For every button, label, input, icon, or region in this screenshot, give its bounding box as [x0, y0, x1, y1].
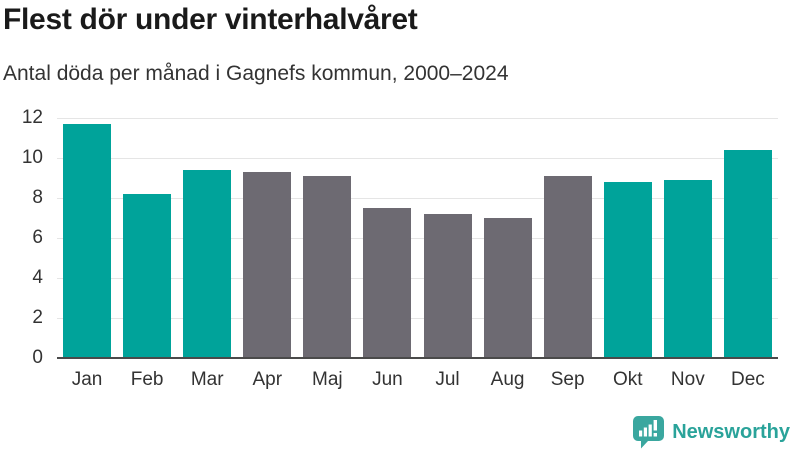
- bar-slot-apr: Apr: [237, 118, 297, 390]
- x-tick-label-okt: Okt: [612, 369, 643, 390]
- gridline-2: [57, 318, 778, 319]
- brand-name: Newsworthy: [672, 420, 790, 443]
- newsworthy-logo-icon: [633, 416, 665, 449]
- bar-slot-mar: Mar: [177, 118, 237, 390]
- x-tick-label-jul: Jul: [435, 369, 460, 390]
- gridline-6: [57, 238, 778, 239]
- x-tick-label-sep: Sep: [550, 369, 585, 390]
- gridline-12: [57, 118, 778, 119]
- bar-slot-maj: Maj: [297, 118, 357, 390]
- x-tick-label-dec: Dec: [731, 369, 765, 390]
- bar-jun: [363, 208, 412, 358]
- x-tick-label-mar: Mar: [190, 369, 224, 390]
- y-tick-label-4: 4: [32, 267, 43, 288]
- y-tick-label-2: 2: [32, 307, 43, 328]
- y-tick-label-8: 8: [32, 187, 43, 208]
- bar-slot-nov: Nov: [658, 118, 718, 390]
- bar-slot-okt: Okt: [598, 118, 658, 390]
- bar-sep: [543, 176, 592, 358]
- bar-slot-aug: Aug: [478, 118, 538, 390]
- bar-dec: [723, 150, 772, 358]
- bar-slot-jan: Jan: [57, 118, 117, 390]
- x-tick-label-jan: Jan: [71, 369, 103, 390]
- bar-jul: [423, 214, 472, 358]
- bar-mar: [183, 170, 232, 358]
- bar-nov: [663, 180, 712, 358]
- chart-subtitle: Antal döda per månad i Gagnefs kommun, 2…: [3, 62, 509, 85]
- plot-area: Jan Feb Mar Apr Maj Jun Jul Aug Sep Okt Nov Dec 0 2 4…: [22, 107, 778, 390]
- x-tick-label-nov: Nov: [670, 369, 705, 390]
- bar-aug: [483, 218, 532, 358]
- y-tick-label-6: 6: [32, 227, 43, 248]
- gridline-4: [57, 278, 778, 279]
- bar-maj: [303, 176, 352, 358]
- bar-slot-jul: Jul: [417, 118, 477, 390]
- brand-logo: Newsworthy: [631, 415, 790, 449]
- bar-slot-jun: Jun: [357, 118, 417, 390]
- gridline-10: [57, 158, 778, 159]
- bar-group: Jan Feb Mar Apr Maj Jun Jul Aug Sep Okt Nov Dec: [57, 118, 778, 390]
- y-tick-label-10: 10: [21, 147, 43, 168]
- bar-feb: [123, 194, 172, 358]
- bar-okt: [603, 182, 652, 358]
- chart-title: Flest dör under vinterhalvåret: [3, 3, 418, 36]
- x-tick-label-maj: Maj: [312, 369, 343, 390]
- x-axis-line: [57, 357, 778, 359]
- x-tick-label-feb: Feb: [130, 369, 164, 390]
- y-tick-label-0: 0: [32, 347, 43, 368]
- gridline-8: [57, 198, 778, 199]
- x-tick-label-apr: Apr: [252, 369, 283, 390]
- bar-slot-sep: Sep: [538, 118, 598, 390]
- y-tick-label-12: 12: [21, 107, 43, 128]
- x-tick-label-jun: Jun: [372, 369, 403, 390]
- bar-jan: [63, 124, 112, 358]
- bar-slot-dec: Dec: [718, 118, 778, 390]
- bar-slot-feb: Feb: [117, 118, 177, 390]
- bar-apr: [243, 172, 292, 358]
- x-tick-label-aug: Aug: [490, 369, 525, 390]
